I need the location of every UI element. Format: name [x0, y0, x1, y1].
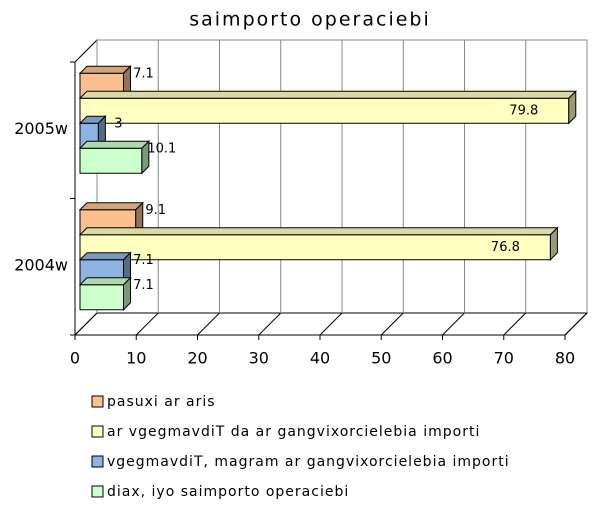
data-label: 7.1 — [133, 278, 154, 293]
grid-line — [135, 312, 159, 336]
legend-label: pasuxi ar aris — [107, 394, 216, 410]
legend-label: vgegmavdiT, magram ar gangvixorcielebia … — [107, 454, 510, 470]
legend-swatch — [91, 395, 104, 408]
bar — [79, 234, 551, 261]
bar-top — [78, 252, 132, 261]
grid-line — [380, 312, 404, 336]
grid-line — [74, 312, 98, 336]
legend-swatch — [91, 455, 104, 468]
data-label: 3 — [114, 116, 122, 131]
data-label: 79.8 — [509, 103, 538, 118]
x-tick-label: 20 — [187, 349, 207, 368]
bar-side — [549, 226, 558, 261]
data-label: 10.1 — [147, 141, 176, 156]
x-tick-label: 80 — [555, 349, 575, 368]
x-tick-label: 40 — [310, 349, 330, 368]
legend-label: ar vgegmavdiT da ar gangvixorcielebia im… — [107, 424, 480, 440]
bar-top — [78, 65, 132, 74]
data-label: 7.1 — [133, 66, 154, 81]
bar-side — [122, 276, 131, 311]
grid-line — [442, 312, 465, 336]
y-tick-label: 2004w — [14, 255, 68, 274]
bar-top — [78, 277, 132, 286]
x-tick-label: 0 — [70, 349, 80, 368]
legend-swatch — [91, 485, 104, 498]
data-label: 76.8 — [491, 240, 520, 255]
grid-line — [319, 312, 343, 336]
x-tick-label: 50 — [371, 349, 391, 368]
chart-title: saimporto operaciebi — [189, 9, 431, 31]
data-label: 9.1 — [145, 203, 166, 218]
grid-line — [503, 312, 527, 336]
y-tick-label: 2005w — [14, 119, 68, 138]
grid-line — [258, 312, 282, 336]
bar-top — [78, 90, 577, 99]
x-tick-label: 70 — [494, 349, 514, 368]
grid-line — [197, 312, 220, 336]
legend-label: diax, iyo saimporto operaciebi — [107, 484, 349, 500]
bar-side — [141, 140, 150, 175]
x-tick-label: 30 — [249, 349, 269, 368]
bar — [79, 97, 570, 124]
bar-top — [78, 202, 144, 211]
grid-line — [564, 312, 588, 336]
bar-side — [568, 90, 577, 125]
x-tick-label: 10 — [126, 349, 146, 368]
legend-swatch — [91, 425, 104, 438]
bar — [79, 284, 124, 311]
x-tick-label: 60 — [432, 349, 452, 368]
bar-top — [78, 227, 559, 236]
bar — [79, 147, 143, 174]
bar-top — [78, 140, 151, 149]
data-label: 7.1 — [133, 253, 154, 268]
